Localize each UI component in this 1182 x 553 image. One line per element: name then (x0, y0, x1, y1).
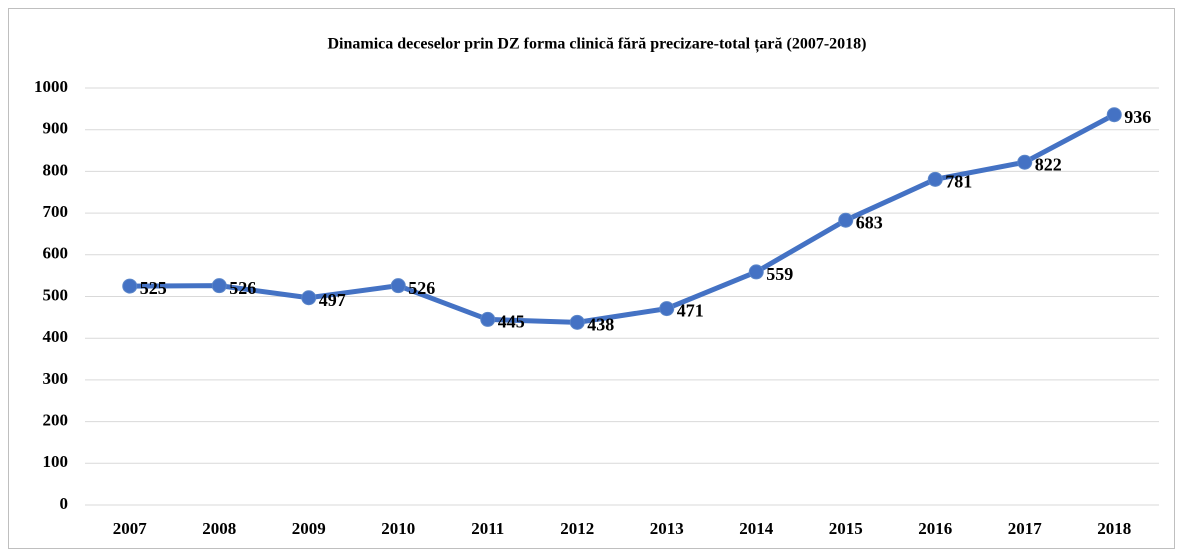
data-label: 526 (408, 278, 435, 298)
x-tick-label: 2018 (1097, 519, 1131, 538)
x-tick-label: 2009 (292, 519, 326, 538)
data-label: 438 (587, 314, 614, 334)
data-label: 497 (319, 290, 346, 310)
data-point (211, 278, 227, 294)
y-tick-label: 100 (43, 452, 69, 471)
x-tick-label: 2008 (202, 519, 236, 538)
data-point (748, 264, 764, 280)
data-point (301, 290, 317, 306)
data-label: 936 (1124, 107, 1151, 127)
x-tick-label: 2015 (829, 519, 863, 538)
data-point (122, 278, 138, 294)
x-tick-label: 2011 (471, 519, 504, 538)
x-tick-label: 2012 (560, 519, 594, 538)
data-point (927, 171, 943, 187)
data-label: 781 (945, 171, 972, 191)
y-tick-label: 800 (43, 160, 69, 179)
data-point (1106, 107, 1122, 123)
data-label: 471 (677, 301, 704, 321)
x-tick-label: 2017 (1008, 519, 1043, 538)
y-tick-label: 200 (43, 411, 69, 430)
chart-border (8, 8, 1175, 549)
data-label: 525 (140, 278, 167, 298)
y-tick-label: 1000 (34, 77, 68, 96)
data-label: 559 (766, 264, 793, 284)
data-label: 683 (856, 212, 883, 232)
x-tick-label: 2010 (381, 519, 415, 538)
data-point (1017, 154, 1033, 170)
data-point (480, 311, 496, 327)
y-tick-label: 900 (43, 119, 69, 138)
y-tick-label: 300 (43, 369, 69, 388)
data-point (569, 314, 585, 330)
y-tick-label: 400 (43, 327, 69, 346)
data-line (129, 112, 1116, 325)
y-tick-label: 700 (43, 202, 69, 221)
x-tick-label: 2016 (918, 519, 952, 538)
y-tick-label: 0 (60, 494, 69, 513)
x-tick-label: 2007 (113, 519, 148, 538)
data-label: 445 (498, 312, 525, 332)
y-tick-label: 600 (43, 244, 69, 263)
chart-title: Dinamica deceselor prin DZ forma clinică… (328, 36, 867, 54)
data-point (838, 212, 854, 228)
data-label: 526 (229, 278, 256, 298)
x-tick-label: 2013 (650, 519, 684, 538)
y-tick-label: 500 (43, 285, 69, 304)
data-point (659, 301, 675, 317)
data-label: 822 (1035, 154, 1062, 174)
x-tick-label: 2014 (739, 519, 774, 538)
data-point (390, 278, 406, 294)
